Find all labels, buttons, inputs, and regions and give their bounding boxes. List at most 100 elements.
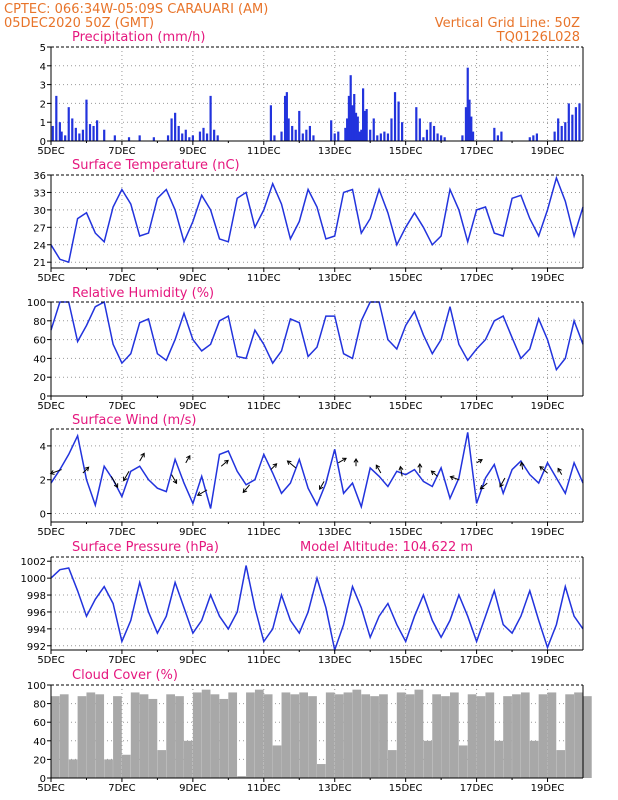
wind-arrow <box>270 463 277 470</box>
y-tick-label: 60 <box>33 718 46 729</box>
cloud-bar <box>317 764 326 778</box>
precip-bar <box>191 135 194 141</box>
precip-bar <box>308 125 312 141</box>
precip-bar <box>362 88 365 141</box>
x-tick-label: 15DEC <box>389 401 423 412</box>
wind-arrow-head <box>113 483 119 489</box>
wind-arrow <box>123 471 130 481</box>
cloud-bar <box>423 740 433 778</box>
precip-bar <box>152 137 155 141</box>
precip-bar <box>393 92 397 141</box>
model-altitude-note: Model Altitude: 104.622 m <box>300 540 473 555</box>
cloud-bar <box>139 694 149 778</box>
precip-bar <box>58 122 61 141</box>
y-tick-label: 100 <box>27 298 46 309</box>
precip-bar <box>574 107 578 141</box>
x-tick-label: 7DEC <box>108 146 135 157</box>
precip-bar <box>273 135 276 141</box>
wind-arrow-head <box>449 475 455 481</box>
x-tick-label: 9DEC <box>179 783 206 794</box>
precip-bar <box>432 125 436 141</box>
x-tick-label: 7DEC <box>108 783 135 794</box>
precip-bar <box>71 118 74 141</box>
precip-bar <box>532 135 535 141</box>
precip-bar <box>330 120 333 141</box>
x-tick-label: 17DEC <box>460 655 494 666</box>
x-tick-label: 17DEC <box>460 273 494 284</box>
y-tick-label: 60 <box>33 336 46 347</box>
precip-bar <box>471 131 475 141</box>
cloud-bar <box>476 696 486 778</box>
x-tick-label: 17DEC <box>460 527 494 538</box>
precip-bar <box>202 127 205 141</box>
pressure-title: Surface Pressure (hPa) <box>72 540 219 555</box>
x-tick-label: 9DEC <box>179 273 206 284</box>
wind-arrow-head <box>342 457 347 463</box>
y-tick-label: 1 <box>40 118 46 129</box>
precip-bar <box>305 129 308 141</box>
y-tick-label: 994 <box>27 625 46 636</box>
x-tick-label: 11DEC <box>247 783 281 794</box>
x-tick-label: 13DEC <box>318 527 352 538</box>
cloud-bar <box>414 689 424 778</box>
wind-arrow <box>220 460 229 467</box>
precip-bar <box>213 129 216 141</box>
x-tick-label: 19DEC <box>531 527 565 538</box>
y-tick-label: 24 <box>33 241 46 252</box>
y-tick-label: 33 <box>33 188 46 199</box>
cloud-bar <box>184 740 193 778</box>
precip-bar <box>347 95 351 141</box>
precip-bar <box>578 103 581 141</box>
precip-bar <box>425 129 429 141</box>
cloud-bar <box>396 692 406 778</box>
precip-bar <box>269 105 272 141</box>
precip-bar <box>181 133 184 141</box>
x-tick-label: 19DEC <box>531 146 565 157</box>
cloud-bar <box>130 692 140 778</box>
precip-bar <box>285 92 288 141</box>
precip-bar <box>379 133 382 141</box>
x-tick-label: 5DEC <box>37 783 64 794</box>
wind-arrow-head <box>286 460 292 465</box>
precip-bar <box>74 127 77 141</box>
precip-bar <box>349 75 352 141</box>
precipitation-panel: Precipitation (mm/h) 0 1 2 3 4 5 5DEC 7DEC 9DEC 1… <box>37 30 584 157</box>
cloud-bar <box>494 740 504 778</box>
cloud-bar <box>370 696 379 778</box>
cloud-bar <box>565 694 574 778</box>
precip-bar <box>376 135 379 141</box>
wind-arrow-head <box>224 459 229 465</box>
precip-bar <box>96 120 99 141</box>
cloud-cover-panel: Cloud Cover (%) 0 20 40 60 80 100 5DEC 7DEC 9DEC… <box>27 668 592 794</box>
temperature-panel: Surface Temperature (nC) 21 24 27 30 33 36 5DE… <box>33 158 584 284</box>
x-tick-label: 5DEC <box>37 401 64 412</box>
cloud-bar <box>432 694 441 778</box>
wind-arrow <box>399 466 403 477</box>
x-tick-label: 17DEC <box>460 783 494 794</box>
precip-bar <box>354 112 358 141</box>
wind-arrow-head <box>319 485 324 491</box>
wind-arrow <box>110 476 119 488</box>
y-tick-label: 0 <box>40 774 46 785</box>
cloud-bar <box>86 692 96 778</box>
wind-arrow <box>50 469 62 475</box>
cloud-bar <box>450 692 459 778</box>
x-tick-label: 15DEC <box>389 146 423 157</box>
x-tick-label: 13DEC <box>318 146 352 157</box>
cloud-bar <box>77 696 87 778</box>
y-tick-label: 1002 <box>21 557 46 568</box>
precip-bar <box>571 114 574 141</box>
cloud-bar <box>387 750 397 778</box>
cloud-bar <box>556 750 566 778</box>
cloud-bar <box>246 692 255 778</box>
x-tick-label: 7DEC <box>108 401 135 412</box>
y-tick-label: 36 <box>33 171 46 182</box>
wind-arrow <box>375 464 382 474</box>
y-tick-label: 4 <box>40 442 46 453</box>
precip-bar <box>198 131 202 141</box>
precip-bar <box>461 135 464 141</box>
x-tick-label: 9DEC <box>179 655 206 666</box>
wind-arrow-head <box>242 488 248 494</box>
precip-bar <box>55 95 58 141</box>
precip-bar <box>280 131 283 141</box>
